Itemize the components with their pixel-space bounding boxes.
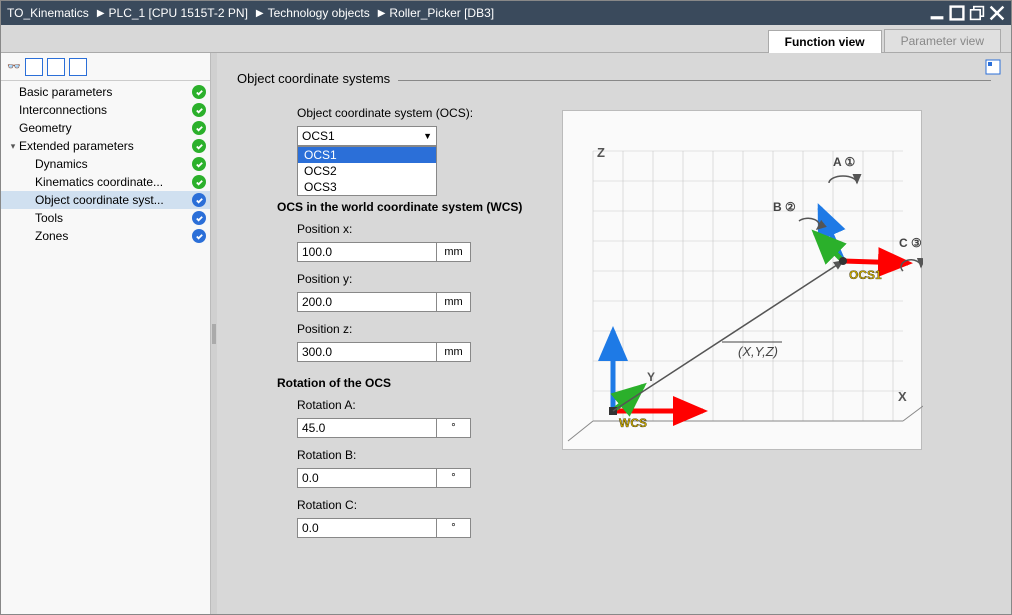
svg-text:(X,Y,Z): (X,Y,Z) <box>738 344 778 359</box>
toolbar-btn-2[interactable] <box>47 58 65 76</box>
tree-item[interactable]: Zones <box>1 227 210 245</box>
status-ok-icon <box>192 139 206 153</box>
properties-icon[interactable] <box>985 59 1001 75</box>
tree-item-label: Kinematics coordinate... <box>35 175 188 189</box>
svg-text:C ③: C ③ <box>899 236 922 250</box>
ocs-selected: OCS1 <box>302 129 335 143</box>
tree-item-label: Dynamics <box>35 157 188 171</box>
rot-a-input[interactable] <box>297 418 437 438</box>
ocs-option[interactable]: OCS2 <box>298 163 436 179</box>
tree-item-label: Interconnections <box>19 103 188 117</box>
section-header: Object coordinate systems <box>237 71 991 86</box>
svg-text:A ①: A ① <box>833 155 856 169</box>
restore-icon[interactable] <box>949 5 965 21</box>
breadcrumb-sep: ▶ <box>378 8 386 19</box>
tree-item-label: Object coordinate syst... <box>35 193 188 207</box>
pos-x-label: Position x: <box>297 222 522 236</box>
tab-function-view[interactable]: Function view <box>768 30 882 53</box>
unit-deg: ° <box>437 518 471 538</box>
svg-text:Z: Z <box>597 145 605 160</box>
breadcrumb-item[interactable]: PLC_1 [CPU 1515T-2 PN] <box>109 6 248 20</box>
ocs-combobox[interactable]: OCS1 ▼ OCS1OCS2OCS3 <box>297 126 437 146</box>
breadcrumb-item[interactable]: Technology objects <box>268 6 370 20</box>
svg-text:B ②: B ② <box>773 200 796 214</box>
status-ok-icon <box>192 175 206 189</box>
body: 👓 Basic parameters Interconnections Geomet… <box>1 53 1011 614</box>
tree-item[interactable]: Tools <box>1 209 210 227</box>
tree-item-label: Extended parameters <box>19 139 188 153</box>
status-info-icon <box>192 211 206 225</box>
unit-mm: mm <box>437 342 471 362</box>
pos-z-label: Position z: <box>297 322 522 336</box>
twisty-icon: ▾ <box>7 141 19 152</box>
nav-tree: Basic parameters Interconnections Geometry… <box>1 81 210 247</box>
pos-y-label: Position y: <box>297 272 522 286</box>
rot-c-label: Rotation C: <box>297 498 522 512</box>
unit-deg: ° <box>437 418 471 438</box>
status-ok-icon <box>192 103 206 117</box>
tree-item[interactable]: Dynamics <box>1 155 210 173</box>
sidebar-toolbar: 👓 <box>1 53 210 81</box>
rot-b-label: Rotation B: <box>297 448 522 462</box>
tree-item[interactable]: ▾Extended parameters <box>1 137 210 155</box>
pos-x-input[interactable] <box>297 242 437 262</box>
svg-text:Y: Y <box>647 370 655 384</box>
status-info-icon <box>192 229 206 243</box>
rot-b-input[interactable] <box>297 468 437 488</box>
tree-item-label: Zones <box>35 229 188 243</box>
ocs-label: Object coordinate system (OCS): <box>297 106 522 120</box>
titlebar: TO_Kinematics ▶ PLC_1 [CPU 1515T-2 PN] ▶… <box>1 1 1011 25</box>
unit-deg: ° <box>437 468 471 488</box>
svg-text:WCS: WCS <box>619 416 647 430</box>
tree-item[interactable]: Interconnections <box>1 101 210 119</box>
tree-item[interactable]: Basic parameters <box>1 83 210 101</box>
content-panel: Object coordinate systems Object coordin… <box>217 53 1011 614</box>
ocs-option[interactable]: OCS3 <box>298 179 436 195</box>
sidebar: 👓 Basic parameters Interconnections Geomet… <box>1 53 211 614</box>
pos-y-input[interactable] <box>297 292 437 312</box>
rot-a-label: Rotation A: <box>297 398 522 412</box>
tree-item[interactable]: Geometry <box>1 119 210 137</box>
ocs-dropdown: OCS1OCS2OCS3 <box>297 146 437 196</box>
wcs-header: OCS in the world coordinate system (WCS) <box>277 200 522 214</box>
main-window: TO_Kinematics ▶ PLC_1 [CPU 1515T-2 PN] ▶… <box>0 0 1012 615</box>
tree-item-label: Geometry <box>19 121 188 135</box>
svg-text:OCS1: OCS1 <box>849 268 882 282</box>
breadcrumb-sep: ▶ <box>256 8 264 19</box>
pos-z-input[interactable] <box>297 342 437 362</box>
chevron-down-icon: ▼ <box>423 131 432 141</box>
breadcrumb-item[interactable]: Roller_Picker [DB3] <box>389 6 494 20</box>
glasses-icon[interactable]: 👓 <box>7 60 21 73</box>
status-ok-icon <box>192 85 206 99</box>
tree-item-label: Tools <box>35 211 188 225</box>
tree-item[interactable]: Kinematics coordinate... <box>1 173 210 191</box>
tab-parameter-view[interactable]: Parameter view <box>884 29 1001 52</box>
maximize-icon[interactable] <box>969 5 985 21</box>
toolbar-btn-1[interactable] <box>25 58 43 76</box>
ocs-option[interactable]: OCS1 <box>298 147 436 163</box>
view-tabs: Function view Parameter view <box>1 25 1011 53</box>
coordinate-diagram: WCS (X,Y,Z) OCS1 X Y Z A ① B ② C ③ <box>562 110 922 450</box>
tree-item[interactable]: Object coordinate syst... <box>1 191 210 209</box>
status-info-icon <box>192 193 206 207</box>
unit-mm: mm <box>437 292 471 312</box>
close-icon[interactable] <box>989 5 1005 21</box>
tree-item-label: Basic parameters <box>19 85 188 99</box>
breadcrumb-item[interactable]: TO_Kinematics <box>7 6 89 20</box>
unit-mm: mm <box>437 242 471 262</box>
toolbar-btn-3[interactable] <box>69 58 87 76</box>
status-ok-icon <box>192 121 206 135</box>
rot-header: Rotation of the OCS <box>277 376 522 390</box>
status-ok-icon <box>192 157 206 171</box>
rot-c-input[interactable] <box>297 518 437 538</box>
section-title: Object coordinate systems <box>237 71 390 86</box>
minimize-icon[interactable] <box>929 5 945 21</box>
breadcrumb-sep: ▶ <box>97 8 105 19</box>
svg-text:X: X <box>898 389 907 404</box>
